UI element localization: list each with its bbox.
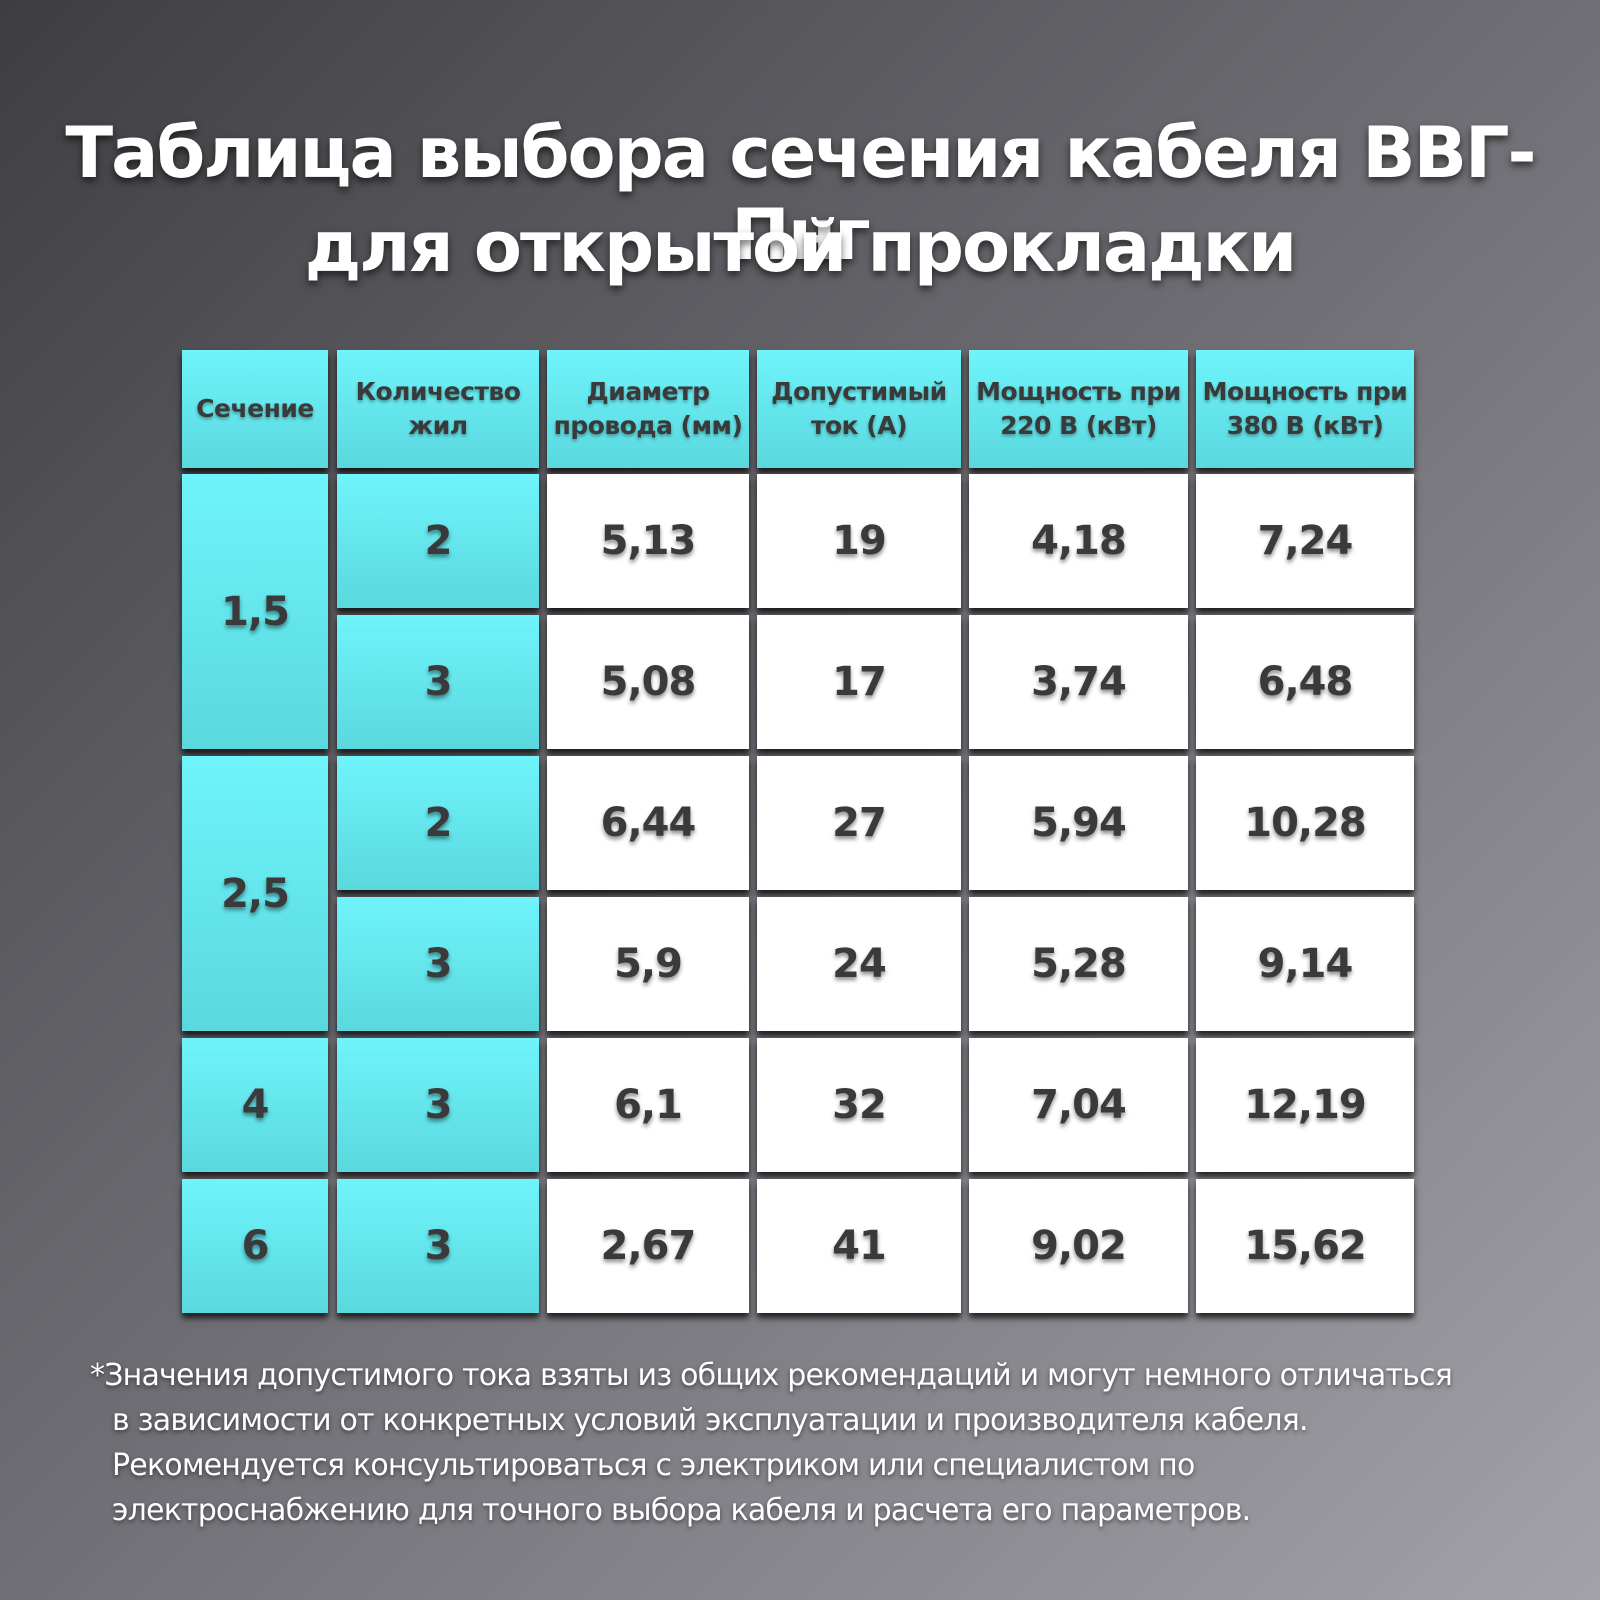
section-cell: 2,5 xyxy=(182,756,328,1031)
footnote-line: *Значения допустимого тока взяты из общи… xyxy=(90,1358,1453,1393)
cores-cell: 3 xyxy=(337,615,539,749)
header-cell: Допустимый ток (А) xyxy=(757,350,961,468)
value-cell: 5,94 xyxy=(969,756,1188,890)
section-cell: 4 xyxy=(182,1038,328,1172)
cores-cell: 2 xyxy=(337,474,539,608)
header-cell: Мощность при 380 В (кВт) xyxy=(1196,350,1414,468)
value-cell: 6,48 xyxy=(1196,615,1414,749)
value-cell: 5,13 xyxy=(547,474,749,608)
value-cell: 10,28 xyxy=(1196,756,1414,890)
value-cell: 9,14 xyxy=(1196,897,1414,1031)
value-cell: 19 xyxy=(757,474,961,608)
cores-cell: 3 xyxy=(337,897,539,1031)
value-cell: 5,08 xyxy=(547,615,749,749)
section-cell: 6 xyxy=(182,1179,328,1313)
header-cell: Диаметр провода (мм) xyxy=(547,350,749,468)
value-cell: 4,18 xyxy=(969,474,1188,608)
title-line: для открытой прокладки xyxy=(304,206,1297,288)
value-cell: 5,9 xyxy=(547,897,749,1031)
cores-cell: 3 xyxy=(337,1038,539,1172)
value-cell: 15,62 xyxy=(1196,1179,1414,1313)
section-cell: 1,5 xyxy=(182,474,328,749)
value-cell: 41 xyxy=(757,1179,961,1313)
value-cell: 5,28 xyxy=(969,897,1188,1031)
footnote-line: Рекомендуется консультироваться с электр… xyxy=(112,1448,1195,1483)
value-cell: 7,04 xyxy=(969,1038,1188,1172)
value-cell: 7,24 xyxy=(1196,474,1414,608)
value-cell: 24 xyxy=(757,897,961,1031)
title-line: Таблица выбора сечения кабеля ВВГ-Пнг xyxy=(65,112,1536,276)
value-cell: 17 xyxy=(757,615,961,749)
value-cell: 3,74 xyxy=(969,615,1188,749)
value-cell: 12,19 xyxy=(1196,1038,1414,1172)
cores-cell: 2 xyxy=(337,756,539,890)
footnote-line: электроснабжению для точного выбора кабе… xyxy=(112,1493,1251,1528)
header-cell: Сечение xyxy=(182,350,328,468)
header-cell: Количество жил xyxy=(337,350,539,468)
value-cell: 27 xyxy=(757,756,961,890)
value-cell: 9,02 xyxy=(969,1179,1188,1313)
footnote-line: в зависимости от конкретных условий эксп… xyxy=(112,1403,1309,1438)
cores-cell: 3 xyxy=(337,1179,539,1313)
value-cell: 6,44 xyxy=(547,756,749,890)
header-cell: Мощность при 220 В (кВт) xyxy=(969,350,1188,468)
value-cell: 32 xyxy=(757,1038,961,1172)
value-cell: 2,67 xyxy=(547,1179,749,1313)
value-cell: 6,1 xyxy=(547,1038,749,1172)
